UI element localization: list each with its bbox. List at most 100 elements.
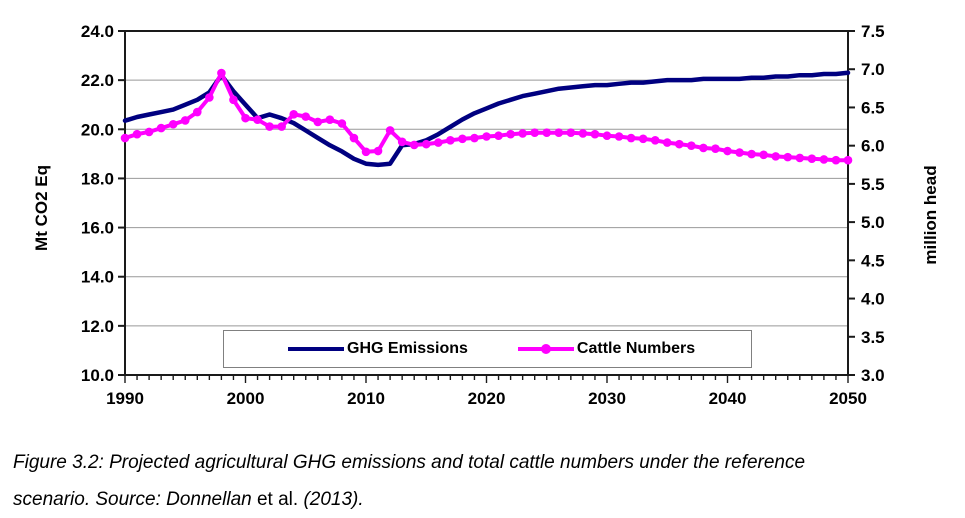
cattle-numbers-marker xyxy=(253,115,262,124)
cattle-numbers-marker xyxy=(241,113,250,123)
right-axis-tick-label: 4.0 xyxy=(861,290,885,309)
cattle-numbers-marker xyxy=(373,146,383,156)
cattle-numbers-marker xyxy=(795,153,805,163)
caption-line-2-et-al: et al. xyxy=(256,489,299,510)
plot-frame xyxy=(124,30,849,376)
cattle-numbers-marker xyxy=(470,133,479,143)
left-axis-tick-label: 16.0 xyxy=(81,219,114,238)
cattle-numbers-marker xyxy=(723,146,732,156)
cattle-numbers-marker xyxy=(229,95,238,105)
cattle-numbers-marker xyxy=(626,133,636,143)
gridlines-group xyxy=(125,79,848,327)
cattle-numbers-marker xyxy=(458,134,467,144)
cattle-numbers-marker xyxy=(361,147,371,157)
cattle-numbers-marker xyxy=(590,129,600,139)
ghg-emissions-line xyxy=(122,70,851,168)
cattle-numbers-marker xyxy=(687,141,696,150)
cattle-numbers-line-sample xyxy=(517,344,574,354)
legend-entry-cattle-numbers: Cattle Numbers xyxy=(517,340,696,358)
cattle-numbers-marker xyxy=(494,131,503,141)
left-axis-title: Mt CO2 Eq xyxy=(32,165,51,251)
cattle-numbers-marker xyxy=(325,115,335,124)
cattle-numbers-marker xyxy=(385,126,395,135)
cattle-numbers-line xyxy=(123,71,850,163)
cattle-numbers-marker xyxy=(747,149,756,159)
cattle-numbers-marker xyxy=(650,136,660,145)
data-series-group xyxy=(120,68,853,168)
cattle-numbers-marker xyxy=(156,123,166,133)
cattle-numbers-marker xyxy=(349,133,359,143)
cattle-numbers-marker xyxy=(831,155,841,165)
cattle-numbers-marker xyxy=(783,152,793,162)
emissions-cattle-chart: 10.0 12.0 14.0 16.0 18.0 20.0 22.0 24.0 3.0 3.5 4.… xyxy=(32,22,940,408)
left-axis-tick-label: 20.0 xyxy=(81,120,114,139)
x-axis-tick-label: 1990 xyxy=(106,389,144,408)
cattle-numbers-marker xyxy=(735,148,744,157)
cattle-numbers-marker xyxy=(482,132,491,141)
cattle-numbers-marker xyxy=(518,129,527,138)
right-axis-tick-label: 3.5 xyxy=(861,328,885,347)
cattle-numbers-marker-sample xyxy=(540,344,551,354)
cattle-numbers-marker xyxy=(421,139,431,149)
cattle-numbers-marker xyxy=(289,110,299,119)
axis-ticks-group: 10.0 12.0 14.0 16.0 18.0 20.0 22.0 24.0 3.0 3.5 4.… xyxy=(81,22,885,408)
cattle-numbers-marker xyxy=(566,128,576,137)
figure-caption: Figure 3.2: Projected agricultural GHG e… xyxy=(13,444,953,518)
cattle-numbers-marker xyxy=(180,116,190,125)
x-axis-tick-label: 2020 xyxy=(468,389,506,408)
cattle-numbers-marker xyxy=(168,119,178,129)
cattle-numbers-marker xyxy=(602,131,612,141)
cattle-numbers-marker xyxy=(409,140,419,150)
left-axis-tick-label: 18.0 xyxy=(81,169,114,188)
cattle-numbers-marker xyxy=(843,155,853,165)
right-axis-tick-label: 7.5 xyxy=(861,22,885,41)
cattle-numbers-marker xyxy=(397,137,407,147)
x-axis-tick-label: 2040 xyxy=(709,389,747,408)
left-axis-tick-label: 14.0 xyxy=(81,268,114,287)
legend-entry-ghg-emissions: GHG Emissions xyxy=(288,340,468,358)
left-axis-tick-label: 22.0 xyxy=(81,71,114,90)
legend-label-ghg-emissions: GHG Emissions xyxy=(347,340,468,357)
right-axis-tick-label: 6.5 xyxy=(861,98,885,117)
caption-line-2-part-1: scenario. Source: Donnellan xyxy=(13,489,257,510)
cattle-numbers-marker xyxy=(120,133,130,143)
cattle-numbers-marker xyxy=(132,129,142,139)
chart-legend: GHG Emissions Cattle Numbers xyxy=(223,330,752,368)
cattle-numbers-marker xyxy=(434,138,443,147)
right-axis-tick-label: 3.0 xyxy=(861,366,885,385)
ghg-emissions-line-sample xyxy=(288,347,344,351)
left-axis-tick-label: 12.0 xyxy=(81,317,114,336)
cattle-numbers-marker xyxy=(446,136,455,145)
cattle-numbers-marker xyxy=(313,117,323,127)
right-axis-tick-label: 5.0 xyxy=(861,213,885,232)
x-axis-tick-label: 2030 xyxy=(588,389,626,408)
cattle-numbers-marker xyxy=(217,68,226,78)
caption-line-2-part-3: (2013). xyxy=(298,489,364,510)
cattle-numbers-marker xyxy=(771,152,780,161)
caption-line-1: Figure 3.2: Projected agricultural GHG e… xyxy=(13,452,806,473)
left-axis-tick-label: 24.0 xyxy=(81,22,114,41)
right-axis-tick-label: 6.0 xyxy=(861,137,885,156)
cattle-numbers-marker xyxy=(819,155,829,164)
cattle-numbers-marker xyxy=(662,138,672,147)
cattle-numbers-marker xyxy=(542,128,552,137)
cattle-numbers-marker xyxy=(530,128,539,137)
cattle-numbers-marker xyxy=(711,144,720,154)
right-axis-title: million head xyxy=(921,165,940,264)
cattle-numbers-marker xyxy=(638,134,648,144)
cattle-numbers-marker xyxy=(578,129,588,138)
x-axis-tick-label: 2000 xyxy=(227,389,265,408)
plot-frame-group xyxy=(124,30,849,376)
legend-label-cattle-numbers: Cattle Numbers xyxy=(576,340,696,357)
x-axis-tick-label: 2050 xyxy=(829,389,867,408)
cattle-numbers-marker xyxy=(675,139,684,149)
cattle-numbers-marker xyxy=(554,128,564,137)
left-axis-tick-label: 10.0 xyxy=(81,366,114,385)
right-axis-tick-label: 5.5 xyxy=(861,175,885,194)
cattle-numbers-marker xyxy=(807,154,817,163)
cattle-numbers-marker xyxy=(337,119,347,128)
x-axis-tick-label: 2010 xyxy=(347,389,385,408)
cattle-numbers-marker xyxy=(506,129,515,139)
cattle-numbers-marker xyxy=(205,93,214,102)
